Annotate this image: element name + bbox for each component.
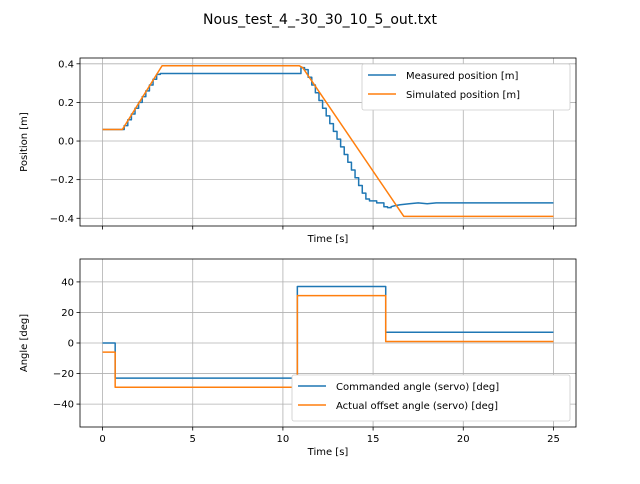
y-tick-label: 0.4 — [58, 59, 74, 70]
legend-entry: Commanded angle (servo) [deg] — [336, 382, 499, 393]
series-line-1 — [102, 66, 554, 209]
legend: Commanded angle (servo) [deg] Actual offs… — [291, 374, 571, 422]
legend-box — [361, 63, 571, 111]
y-tick-label: −20 — [53, 369, 74, 380]
legend-entry: Measured position [m] — [406, 71, 518, 82]
legend: Measured position [m] Simulated position … — [361, 63, 571, 111]
x-axis-label: Time [s] — [307, 234, 349, 245]
legend-entry: Actual offset angle (servo) [deg] — [336, 401, 498, 412]
y-tick-label: 0.2 — [58, 98, 74, 109]
y-tick-label: 20 — [61, 308, 74, 319]
y-tick-label: −40 — [53, 400, 74, 411]
y-tick-label: −0.2 — [50, 175, 74, 186]
legend-entry: Simulated position [m] — [406, 90, 520, 101]
x-tick-label: 0 — [99, 434, 105, 445]
angle-plot: 0 5 10 15 20 25 −40 −20 0 20 40 Time [s] Angle [deg]… — [19, 258, 577, 458]
position-plot: −0.4 −0.2 0.0 0.2 0.4 Time [s] Position [m] Mea… — [19, 57, 577, 245]
y-tick-label: 40 — [61, 277, 74, 288]
x-tick-label: 25 — [547, 434, 560, 445]
figure-title: Nous_test_4_-30_30_10_5_out.txt — [203, 12, 438, 28]
series-line-2 — [102, 294, 554, 389]
x-tick-label: 20 — [457, 434, 470, 445]
series-line-2 — [102, 64, 554, 218]
y-tick-label: 0.0 — [58, 137, 74, 148]
x-tick-label: 5 — [190, 434, 196, 445]
y-axis-label: Angle [deg] — [19, 314, 30, 372]
legend-box — [291, 374, 571, 422]
y-tick-label: 0 — [68, 339, 74, 350]
x-tick-label: 10 — [277, 434, 290, 445]
y-tick-label: −0.4 — [50, 214, 74, 225]
x-axis-label: Time [s] — [307, 447, 349, 458]
axes-frame — [79, 57, 577, 227]
x-tick-label: 15 — [367, 434, 380, 445]
y-axis-label: Position [m] — [19, 112, 30, 172]
